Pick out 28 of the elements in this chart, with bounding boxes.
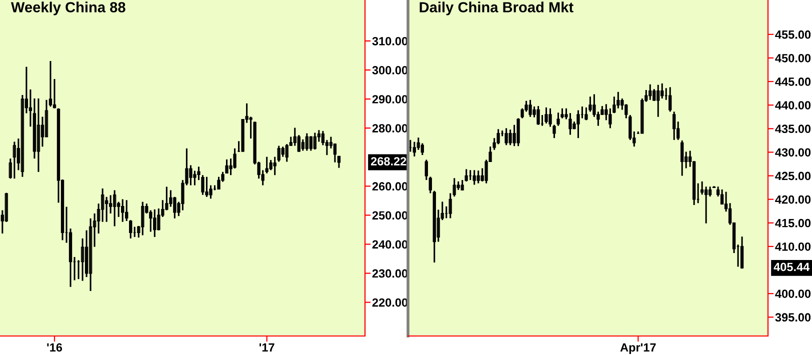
y-tick-label: 310.00 — [372, 36, 408, 46]
y-tick-label: 280.00 — [372, 124, 408, 132]
y-tick-label: 395.00 — [775, 313, 811, 322]
y-tick-label: 415.00 — [775, 218, 811, 228]
chart-title: Daily China Broad Mkt — [420, 2, 574, 16]
y-tick-label: 450.00 — [775, 54, 811, 62]
text: 405.44 — [774, 262, 810, 272]
y-tick-label: 250.00 — [372, 211, 408, 220]
y-tick-label: 440.00 — [775, 101, 811, 110]
y-tick-label: 290.00 — [372, 95, 408, 104]
y-tick-label: 410.00 — [775, 242, 811, 251]
y-tick-label: 445.00 — [775, 78, 811, 86]
text: 268.22 — [370, 157, 406, 166]
x-tick-label: '17 — [260, 343, 274, 352]
y-tick-label: 455.00 — [775, 30, 811, 39]
y-tick-label: 430.00 — [775, 148, 811, 157]
y-tick-label: 420.00 — [775, 195, 811, 204]
y-tick-label: 220.00 — [372, 298, 408, 307]
x-tick-label: '16 — [47, 343, 62, 352]
y-tick-label: 300.00 — [372, 66, 408, 74]
chart-title: Weekly China 88 — [10, 2, 126, 16]
y-tick-label: 400.00 — [775, 290, 811, 298]
y-tick-label: 425.00 — [775, 172, 811, 180]
y-tick-label: 435.00 — [775, 124, 811, 134]
y-tick-label: 260.00 — [372, 182, 408, 191]
y-tick-label: 240.00 — [372, 240, 408, 249]
x-tick-label: Apr'17 — [620, 343, 656, 354]
y-tick-label: 230.00 — [372, 269, 408, 278]
